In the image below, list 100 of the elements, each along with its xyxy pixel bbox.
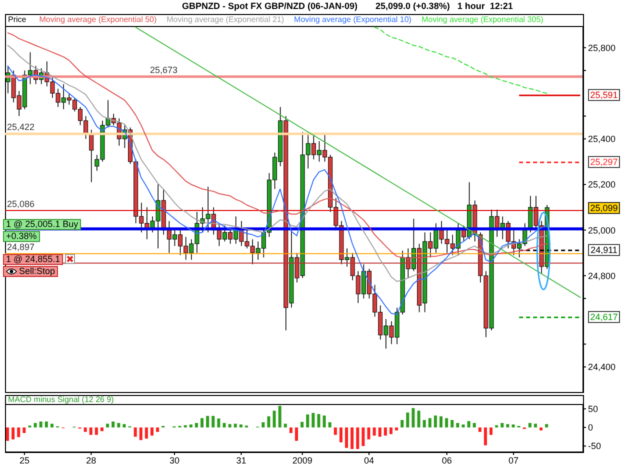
x-tick-label: 25 [19,455,30,466]
ref-line-label: 24,897 [7,242,35,252]
bar [306,414,310,428]
bar [239,424,242,428]
x-tick-label: 28 [86,455,96,466]
chart-title: MACD minus Signal (12 26 9) [8,394,114,404]
bar [428,418,432,428]
bar [300,422,304,428]
bar [289,427,292,434]
bar [217,418,220,428]
bar [467,421,470,428]
y-tick-label: 25,200 [588,180,616,190]
bar [462,424,465,428]
text: Moving average (Exponential 50) [39,15,157,25]
bar [272,410,276,428]
bar [339,427,342,442]
bar [117,422,120,428]
bar [206,416,210,428]
bar [322,416,326,428]
bar [362,427,365,446]
y-tick-label: 24,400 [588,362,616,372]
bar [134,427,137,437]
text: Moving average (Exponential 21) [166,15,284,25]
y-tick-label: -50 [588,441,602,452]
bar [228,424,232,428]
bar [334,427,337,435]
ref-line-label: 25,422 [7,122,35,132]
ref-line-label: 25,086 [7,198,35,209]
bar [150,427,154,436]
ref-line-label: 25,297 [588,156,620,168]
bar [39,421,42,428]
legend-title: Price [8,15,26,25]
bar [500,422,504,428]
bar [345,427,348,448]
bar [417,410,420,428]
bar [378,427,382,437]
bar [350,427,354,450]
bar [50,424,54,428]
bar [295,427,298,441]
bar [450,420,454,428]
candlestick [89,129,94,183]
ref-line-label: 24,617 [588,311,620,324]
bar [84,427,87,432]
bar [44,421,48,428]
bar [122,424,126,428]
bar [395,427,398,430]
y-tick-label: 25,800 [588,42,616,53]
bar [156,427,160,432]
bar [356,427,360,450]
bar [262,422,265,428]
x-tick-label: 04 [364,455,374,466]
text: Moving average (Exponential 305) [421,15,544,25]
y-tick-label: 25,400 [588,134,616,144]
x-tick-label: 07 [508,455,519,466]
bar [312,412,315,428]
text: 25,099 [588,202,620,214]
y-tick-label: 0 [588,422,594,433]
x-tick-label: 2009 [292,455,312,466]
y-tick-label: 24,800 [588,270,616,281]
ref-line-label: 25,673 [150,65,178,76]
chart-subtitle: 25,099.0 (+0.38%) 1 hour 12:21 [376,1,513,12]
bar [212,416,215,428]
ref-line-label: 24,911 [588,244,620,256]
bar [484,427,487,446]
x-tick-label: 31 [236,455,246,466]
bar [540,427,543,430]
bar [17,427,20,438]
bar [284,424,287,428]
annotation: Sell:Stop [19,266,56,276]
bar [528,422,532,428]
bar [534,424,537,428]
bar [400,420,404,428]
bar [139,427,142,440]
bar [100,427,104,432]
bar [440,416,442,428]
bar [194,422,198,428]
bar [434,416,437,428]
bar [144,427,148,439]
bar [12,427,15,440]
bar [94,427,98,435]
bar [328,422,332,428]
bar [478,427,482,432]
y-tick-label: 25,000 [588,225,616,236]
y-tick-label: 50 [588,404,598,414]
bar [112,421,115,428]
line-series [374,26,548,94]
text: Moving average (Exponential 10) [294,15,412,25]
bar [6,427,9,441]
bar [506,424,510,428]
ref-line-label: 25,591 [588,89,620,102]
bar [422,420,426,428]
bar [200,418,204,428]
bar [445,418,448,428]
annotation: 1 @ 25,005.1 Buy [6,219,78,230]
x-tick-label: 30 [170,455,180,466]
bar [472,422,476,428]
bar [412,408,415,428]
bar [189,424,192,428]
bar [22,427,26,434]
bar [267,416,270,428]
